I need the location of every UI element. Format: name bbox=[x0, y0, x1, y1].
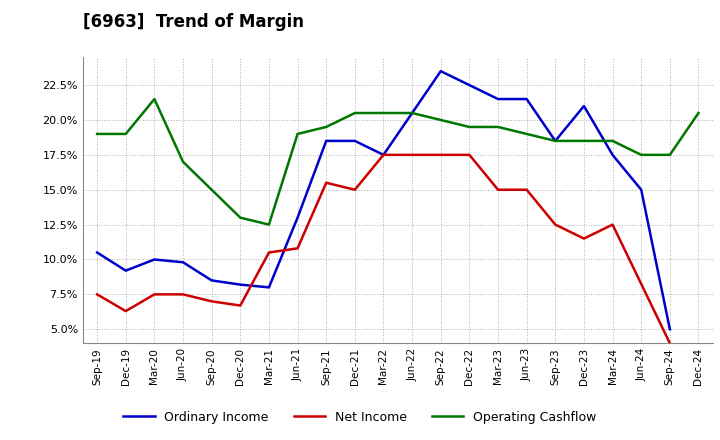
Ordinary Income bbox=[236, 282, 245, 287]
Net Income bbox=[322, 180, 330, 185]
Ordinary Income bbox=[379, 152, 388, 158]
Net Income bbox=[122, 308, 130, 314]
Net Income bbox=[580, 236, 588, 241]
Net Income bbox=[494, 187, 503, 192]
Net Income bbox=[551, 222, 559, 227]
Text: [6963]  Trend of Margin: [6963] Trend of Margin bbox=[83, 13, 304, 31]
Line: Operating Cashflow: Operating Cashflow bbox=[97, 99, 698, 224]
Ordinary Income bbox=[522, 96, 531, 102]
Operating Cashflow bbox=[265, 222, 274, 227]
Line: Net Income: Net Income bbox=[97, 155, 670, 343]
Operating Cashflow bbox=[694, 110, 703, 116]
Ordinary Income bbox=[436, 69, 445, 74]
Operating Cashflow bbox=[179, 159, 187, 165]
Net Income bbox=[379, 152, 388, 158]
Ordinary Income bbox=[551, 138, 559, 143]
Ordinary Income bbox=[322, 138, 330, 143]
Operating Cashflow bbox=[351, 110, 359, 116]
Operating Cashflow bbox=[122, 131, 130, 136]
Net Income bbox=[293, 246, 302, 251]
Operating Cashflow bbox=[379, 110, 388, 116]
Net Income bbox=[608, 222, 617, 227]
Ordinary Income bbox=[122, 268, 130, 273]
Ordinary Income bbox=[637, 187, 646, 192]
Operating Cashflow bbox=[93, 131, 102, 136]
Net Income bbox=[351, 187, 359, 192]
Ordinary Income bbox=[580, 103, 588, 109]
Ordinary Income bbox=[207, 278, 216, 283]
Operating Cashflow bbox=[150, 96, 158, 102]
Net Income bbox=[465, 152, 474, 158]
Operating Cashflow bbox=[522, 131, 531, 136]
Ordinary Income bbox=[494, 96, 503, 102]
Net Income bbox=[150, 292, 158, 297]
Operating Cashflow bbox=[665, 152, 674, 158]
Operating Cashflow bbox=[494, 125, 503, 130]
Net Income bbox=[522, 187, 531, 192]
Operating Cashflow bbox=[236, 215, 245, 220]
Line: Ordinary Income: Ordinary Income bbox=[97, 71, 670, 329]
Ordinary Income bbox=[665, 326, 674, 332]
Operating Cashflow bbox=[322, 125, 330, 130]
Net Income bbox=[436, 152, 445, 158]
Ordinary Income bbox=[408, 110, 416, 116]
Net Income bbox=[265, 250, 274, 255]
Legend: Ordinary Income, Net Income, Operating Cashflow: Ordinary Income, Net Income, Operating C… bbox=[118, 407, 602, 429]
Operating Cashflow bbox=[465, 125, 474, 130]
Operating Cashflow bbox=[293, 131, 302, 136]
Ordinary Income bbox=[150, 257, 158, 262]
Operating Cashflow bbox=[408, 110, 416, 116]
Ordinary Income bbox=[265, 285, 274, 290]
Ordinary Income bbox=[351, 138, 359, 143]
Operating Cashflow bbox=[207, 187, 216, 192]
Net Income bbox=[665, 341, 674, 346]
Ordinary Income bbox=[93, 250, 102, 255]
Net Income bbox=[236, 303, 245, 308]
Net Income bbox=[207, 299, 216, 304]
Net Income bbox=[93, 292, 102, 297]
Ordinary Income bbox=[465, 82, 474, 88]
Operating Cashflow bbox=[436, 117, 445, 123]
Ordinary Income bbox=[608, 152, 617, 158]
Operating Cashflow bbox=[608, 138, 617, 143]
Operating Cashflow bbox=[637, 152, 646, 158]
Operating Cashflow bbox=[580, 138, 588, 143]
Ordinary Income bbox=[293, 215, 302, 220]
Operating Cashflow bbox=[551, 138, 559, 143]
Net Income bbox=[179, 292, 187, 297]
Net Income bbox=[408, 152, 416, 158]
Ordinary Income bbox=[179, 260, 187, 265]
